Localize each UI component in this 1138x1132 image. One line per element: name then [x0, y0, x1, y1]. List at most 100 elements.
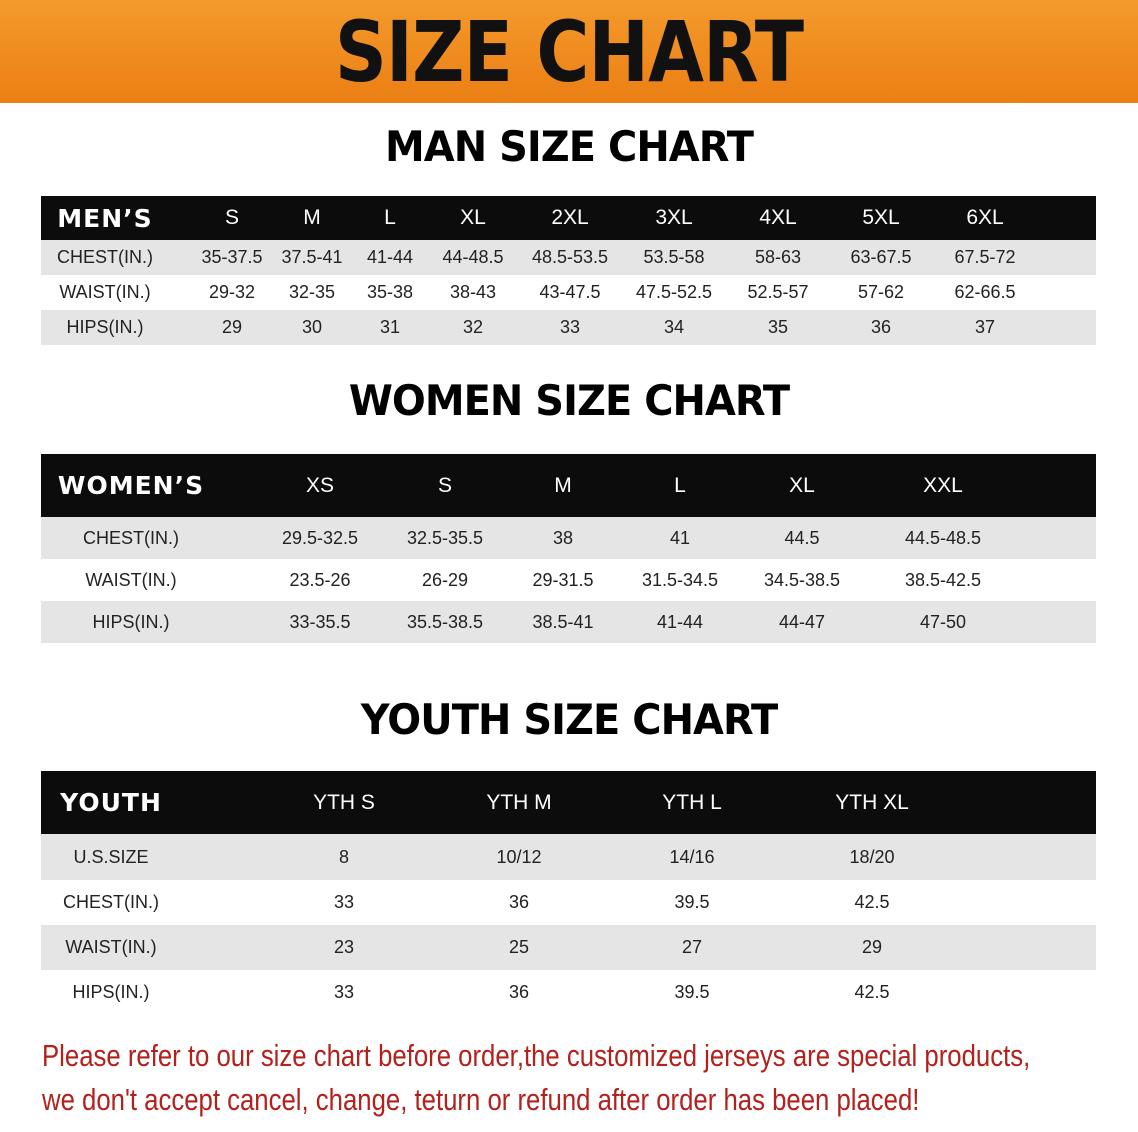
table-cell: 47.5-52.5 — [635, 282, 713, 302]
table-cell: 53.5-58 — [643, 247, 705, 267]
table-cell: 32.5-35.5 — [406, 527, 484, 548]
table-cell: 29-31.5 — [532, 569, 594, 590]
size-header-cell: YTH S — [313, 790, 375, 814]
table-cell: 57-62 — [857, 282, 905, 302]
table-category-label: WOMEN’S — [57, 471, 205, 500]
table-cell: 36 — [508, 892, 530, 912]
table-cell: 47-50 — [919, 611, 967, 632]
table-cell: 18/20 — [849, 846, 895, 867]
table-cell: 36 — [508, 982, 530, 1002]
measurement-label: WAIST(IN.) — [65, 937, 157, 957]
table-cell: 38-43 — [449, 282, 497, 302]
table-cell: 32 — [462, 317, 484, 337]
table-cell: 29.5-32.5 — [281, 527, 359, 548]
table-cell: 29 — [861, 937, 883, 957]
table-cell: 58-63 — [754, 247, 802, 267]
table-cell: 34.5-38.5 — [763, 569, 841, 590]
measurement-label: CHEST(IN.) — [57, 247, 153, 267]
table-cell: 31.5-34.5 — [641, 569, 719, 590]
men-section-title: MAN SIZE CHART — [385, 122, 754, 171]
table-row: WAIST(IN.) 23.5-26 26-29 29-31.5 31.5-34.5 34… — [41, 559, 1096, 601]
size-header-cell: S — [437, 473, 453, 497]
table-cell: 44-48.5 — [442, 247, 504, 267]
table-cell: 23 — [333, 937, 355, 957]
table-cell: 39.5 — [674, 892, 710, 912]
table-cell: 35.5-38.5 — [406, 611, 484, 632]
table-cell: 43-47.5 — [539, 282, 601, 302]
table-cell: 44.5-48.5 — [904, 527, 982, 548]
table-cell: 41-44 — [366, 247, 414, 267]
table-cell: 39.5 — [674, 982, 710, 1002]
table-cell: 33 — [559, 317, 581, 337]
size-header-cell: 6XL — [966, 206, 1004, 229]
table-cell: 63-67.5 — [850, 247, 912, 267]
size-header-cell: XL — [460, 206, 486, 229]
banner: SIZE CHART — [0, 0, 1138, 103]
size-header-cell: 2XL — [551, 206, 589, 229]
table-cell: 67.5-72 — [954, 247, 1016, 267]
table-cell: 34 — [663, 317, 685, 337]
size-header-cell: L — [674, 473, 686, 497]
table-cell: 35-37.5 — [201, 247, 263, 267]
size-header-cell: XXL — [923, 473, 963, 497]
table-cell: 29 — [221, 317, 243, 337]
table-category-label: MEN’S — [57, 203, 153, 233]
table-row: U.S.SIZE 8 10/12 14/16 18/20 — [41, 834, 1096, 880]
women-section-title: WOMEN SIZE CHART — [348, 376, 790, 425]
size-header-cell: M — [303, 206, 321, 229]
table-row: CHEST(IN.) 35-37.5 37.5-41 41-44 44-48.5 48.5… — [41, 240, 1096, 275]
table-cell: 25 — [508, 937, 530, 957]
table-header-row: MEN’S S M L XL 2XL 3XL 4XL 5XL 6XL — [41, 196, 1096, 240]
notice-line-1: Please refer to our size chart before or… — [42, 1038, 1031, 1073]
table-header-row: YOUTH YTH S YTH M YTH L YTH XL — [41, 771, 1096, 834]
size-header-cell: 5XL — [862, 206, 900, 229]
table-row: HIPS(IN.) 33 36 39.5 42.5 — [41, 970, 1096, 1015]
table-cell: 41 — [669, 527, 691, 548]
table-row: CHEST(IN.) 33 36 39.5 42.5 — [41, 880, 1096, 925]
table-cell: 26-29 — [421, 569, 469, 590]
table-row: HIPS(IN.) 29 30 31 32 33 34 35 36 37 — [41, 310, 1096, 345]
table-cell: 52.5-57 — [747, 282, 809, 302]
table-row: WAIST(IN.) 23 25 27 29 — [41, 925, 1096, 970]
size-header-cell: M — [554, 473, 572, 497]
table-cell: 42.5 — [854, 982, 890, 1002]
table-cell: 48.5-53.5 — [531, 247, 609, 267]
table-category-label: YOUTH — [60, 788, 162, 817]
measurement-label: CHEST(IN.) — [83, 527, 179, 548]
size-header-cell: YTH M — [486, 790, 552, 814]
size-header-cell: 3XL — [655, 206, 693, 229]
measurement-label: CHEST(IN.) — [63, 892, 159, 912]
table-cell: 44-47 — [778, 611, 826, 632]
table-cell: 30 — [301, 317, 323, 337]
table-cell: 33-35.5 — [289, 611, 351, 632]
size-header-cell: L — [384, 206, 396, 229]
table-cell: 41-44 — [656, 611, 704, 632]
measurement-label: HIPS(IN.) — [92, 611, 170, 632]
notice-line-2: we don't accept cancel, change, teturn o… — [42, 1082, 920, 1117]
table-cell: 33 — [333, 892, 355, 912]
measurement-label: U.S.SIZE — [73, 846, 149, 867]
size-header-cell: YTH L — [662, 790, 722, 814]
table-cell: 29-32 — [208, 282, 256, 302]
table-cell: 37.5-41 — [281, 247, 343, 267]
table-cell: 38.5-42.5 — [904, 569, 982, 590]
table-cell: 62-66.5 — [954, 282, 1016, 302]
size-header-cell: S — [224, 206, 240, 229]
table-cell: 14/16 — [669, 846, 715, 867]
table-cell: 35 — [767, 317, 789, 337]
table-cell: 32-35 — [288, 282, 336, 302]
table-header-row: WOMEN’S XS S M L XL XXL — [41, 454, 1096, 517]
size-header-cell: YTH XL — [835, 790, 909, 814]
banner-title: SIZE CHART — [334, 3, 804, 101]
table-cell: 23.5-26 — [289, 569, 351, 590]
table-row: WAIST(IN.) 29-32 32-35 35-38 38-43 43-47.5 47.… — [41, 275, 1096, 310]
table-cell: 36 — [870, 317, 892, 337]
table-row: CHEST(IN.) 29.5-32.5 32.5-35.5 38 41 44.5 44.5… — [41, 517, 1096, 559]
measurement-label: WAIST(IN.) — [85, 569, 177, 590]
table-cell: 10/12 — [496, 846, 542, 867]
table-cell: 31 — [379, 317, 401, 337]
table-cell: 44.5 — [784, 527, 820, 548]
table-cell: 8 — [338, 846, 350, 867]
size-header-cell: 4XL — [759, 206, 797, 229]
measurement-label: WAIST(IN.) — [59, 282, 151, 302]
